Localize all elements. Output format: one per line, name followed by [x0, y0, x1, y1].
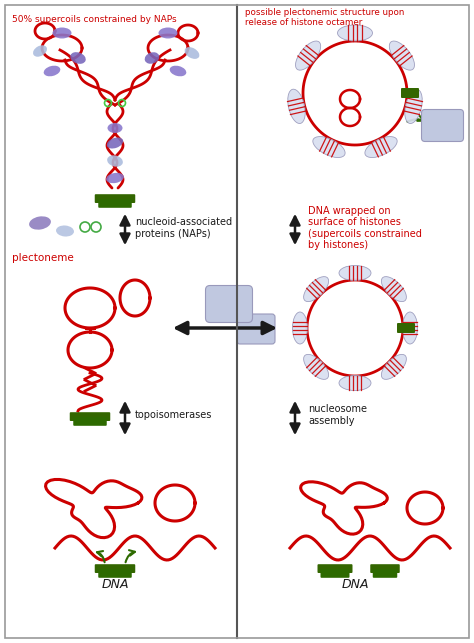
Ellipse shape — [389, 41, 414, 70]
Ellipse shape — [108, 123, 122, 133]
Ellipse shape — [402, 312, 418, 344]
Ellipse shape — [56, 226, 74, 237]
Ellipse shape — [170, 66, 186, 77]
Ellipse shape — [106, 173, 124, 183]
FancyBboxPatch shape — [95, 564, 135, 573]
Ellipse shape — [339, 266, 371, 280]
FancyBboxPatch shape — [98, 199, 132, 208]
Ellipse shape — [107, 156, 123, 167]
FancyBboxPatch shape — [95, 194, 135, 203]
Ellipse shape — [70, 52, 86, 64]
FancyBboxPatch shape — [421, 109, 464, 141]
FancyBboxPatch shape — [401, 88, 419, 98]
Ellipse shape — [382, 354, 406, 379]
Ellipse shape — [107, 138, 123, 149]
Ellipse shape — [382, 276, 406, 302]
FancyBboxPatch shape — [206, 285, 253, 323]
Text: DNA: DNA — [341, 579, 369, 592]
Text: plectoneme: plectoneme — [12, 253, 74, 263]
FancyBboxPatch shape — [70, 412, 110, 421]
Ellipse shape — [313, 136, 345, 158]
Ellipse shape — [339, 376, 371, 390]
Text: nucleosome
assembly: nucleosome assembly — [308, 404, 367, 426]
FancyBboxPatch shape — [397, 323, 415, 333]
FancyBboxPatch shape — [318, 564, 353, 573]
Ellipse shape — [405, 89, 422, 123]
Ellipse shape — [365, 136, 397, 158]
FancyBboxPatch shape — [73, 417, 107, 426]
FancyBboxPatch shape — [98, 569, 132, 578]
FancyBboxPatch shape — [320, 569, 349, 578]
Text: possible plectonemic structure upon
release of histone octamer: possible plectonemic structure upon rele… — [245, 8, 404, 28]
Text: topoisomerases: topoisomerases — [135, 410, 212, 420]
Ellipse shape — [295, 41, 321, 70]
Ellipse shape — [29, 216, 51, 230]
Ellipse shape — [145, 52, 159, 64]
Ellipse shape — [53, 28, 72, 39]
Ellipse shape — [288, 89, 305, 123]
Ellipse shape — [185, 47, 200, 59]
Ellipse shape — [304, 354, 328, 379]
Ellipse shape — [292, 312, 308, 344]
FancyBboxPatch shape — [370, 564, 400, 573]
Ellipse shape — [33, 45, 47, 57]
Ellipse shape — [304, 276, 328, 302]
Text: DNA wrapped on
surface of histones
(supercoils constrained
by histones): DNA wrapped on surface of histones (supe… — [308, 206, 422, 250]
Ellipse shape — [337, 25, 373, 41]
Ellipse shape — [44, 66, 60, 77]
Text: 50% supercoils constrained by NAPs: 50% supercoils constrained by NAPs — [12, 15, 177, 24]
FancyBboxPatch shape — [373, 569, 397, 578]
Text: nucleoid-associated
proteins (NAPs): nucleoid-associated proteins (NAPs) — [135, 217, 232, 239]
Text: DNA: DNA — [101, 579, 129, 592]
FancyBboxPatch shape — [237, 314, 275, 344]
Ellipse shape — [158, 28, 177, 39]
